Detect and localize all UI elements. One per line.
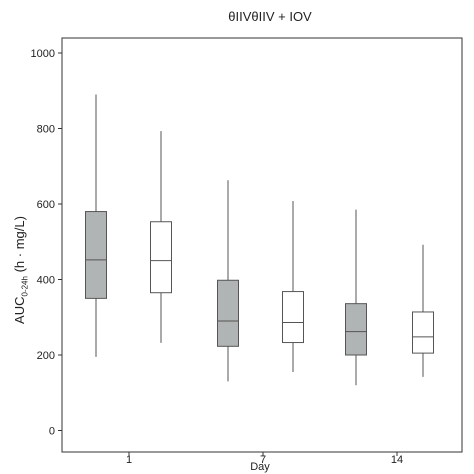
x-tick-label: 7 <box>260 454 266 466</box>
plot-frame <box>61 37 463 453</box>
y-tick-label: 200 <box>37 350 55 362</box>
y-axis-label: AUC0-24h (h · mg/L) <box>12 200 30 340</box>
x-axis-label: Day <box>250 461 270 473</box>
y-axis-label-subscript: 0-24h <box>20 276 30 297</box>
box-series <box>85 94 434 386</box>
box-plot-day-14-filled <box>345 209 367 386</box>
y-tick-label: 400 <box>37 275 55 287</box>
y-axis-label-unit: (h · mg/L) <box>12 216 27 273</box>
iqr-box <box>85 211 107 299</box>
box-plot-day-1-open <box>150 131 172 343</box>
box-plot-day-7-open <box>282 200 304 372</box>
box-plot-day-1-filled <box>85 94 107 357</box>
y-tick-label: 0 <box>49 426 55 438</box>
iqr-box <box>282 291 304 344</box>
y-axis-ticks: 0 200 400 600 800 1000 <box>31 48 62 438</box>
y-axis-label-main: AUC <box>12 296 27 324</box>
box-plot-day-14-open <box>412 244 434 377</box>
x-tick-label: 14 <box>391 454 403 466</box>
x-axis-ticks: 1 7 14 <box>126 452 403 466</box>
iqr-box <box>345 303 367 356</box>
box-plot-day-7-filled <box>217 180 239 382</box>
y-tick-label: 800 <box>37 124 55 136</box>
iqr-box <box>150 221 172 294</box>
chart-title: θIIVθIIV + IOV <box>228 9 312 24</box>
y-tick-label: 1000 <box>31 48 55 60</box>
iqr-box <box>217 279 239 347</box>
iqr-box <box>412 311 434 354</box>
x-tick-label: 1 <box>126 454 132 466</box>
y-tick-label: 600 <box>37 199 55 211</box>
